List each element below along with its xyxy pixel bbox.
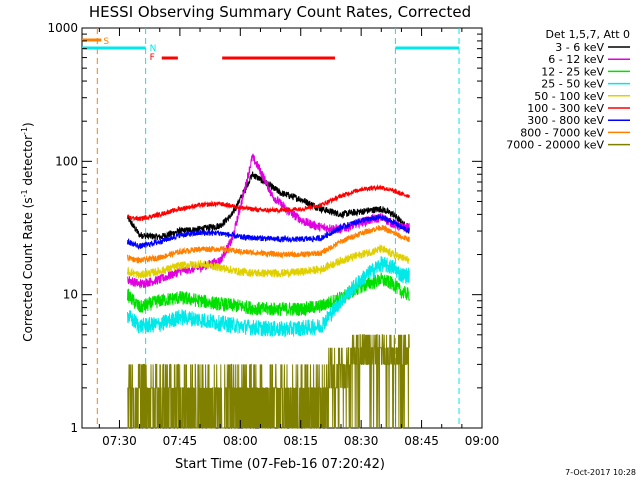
- y-axis-label-sup2: -1: [20, 127, 29, 135]
- legend-label: 50 - 100 keV: [534, 90, 604, 103]
- series-7000-20000-kev: [127, 334, 410, 429]
- x-axis-label: Start Time (07-Feb-16 07:20:42): [175, 457, 385, 472]
- legend-label: 3 - 6 keV: [555, 41, 604, 54]
- y-axis-ticks: 1 10 100 1000: [47, 21, 482, 435]
- x-axis-ticks: 07:30 07:45 08:00 08:15 08:30 08:45 09:00: [98, 28, 500, 448]
- series-300-800-kev: [127, 214, 410, 251]
- x-tick-label: 07:30: [102, 434, 137, 448]
- footer-date: 7-Oct-2017 10:28: [565, 468, 636, 477]
- legend-label: 800 - 7000 keV: [520, 126, 604, 139]
- legend-title: Det 1,5,7, Att 0: [546, 28, 630, 41]
- series-800-7000-kev: [127, 224, 410, 264]
- x-tick-label: 09:00: [465, 434, 500, 448]
- series-50-100-kev: [127, 243, 410, 279]
- series-12-25-kev: [127, 271, 410, 317]
- series-layer: [127, 153, 410, 429]
- y-tick-label: 100: [55, 154, 78, 168]
- y-axis-label-end: ): [21, 122, 35, 127]
- flag-marker-s: S: [103, 37, 109, 47]
- legend-label: 6 - 12 keV: [548, 53, 604, 66]
- y-tick-label: 1000: [47, 21, 78, 35]
- series-100-300-kev: [127, 184, 410, 222]
- y-axis-label-mid: detector: [21, 135, 35, 190]
- legend-label: 300 - 800 keV: [527, 114, 604, 127]
- annotations: S NF: [82, 28, 460, 428]
- flag-marker-n: N: [150, 44, 157, 54]
- y-axis-label-main: Corrected Count Rate (s: [21, 197, 35, 341]
- legend-label: 100 - 300 keV: [527, 102, 604, 115]
- flag-marker-f: F: [150, 53, 155, 63]
- y-axis-label: Corrected Count Rate (s-1 detector-1): [20, 122, 35, 341]
- series-25-50-kev: [127, 256, 410, 338]
- y-tick-label: 10: [63, 288, 78, 302]
- chart-title: HESSI Observing Summary Count Rates, Cor…: [89, 3, 471, 21]
- legend-label: 12 - 25 keV: [541, 65, 604, 78]
- series-6-12-kev: [127, 153, 410, 289]
- y-axis-label-sup1: -1: [20, 189, 29, 197]
- x-tick-label: 08:30: [344, 434, 379, 448]
- x-tick-label: 08:45: [404, 434, 439, 448]
- legend-label: 25 - 50 keV: [541, 78, 604, 91]
- x-tick-label: 08:00: [223, 434, 258, 448]
- x-tick-label: 07:45: [163, 434, 198, 448]
- y-tick-label: 1: [70, 421, 78, 435]
- x-tick-label: 08:15: [283, 434, 318, 448]
- legend-label: 7000 - 20000 keV: [506, 139, 604, 152]
